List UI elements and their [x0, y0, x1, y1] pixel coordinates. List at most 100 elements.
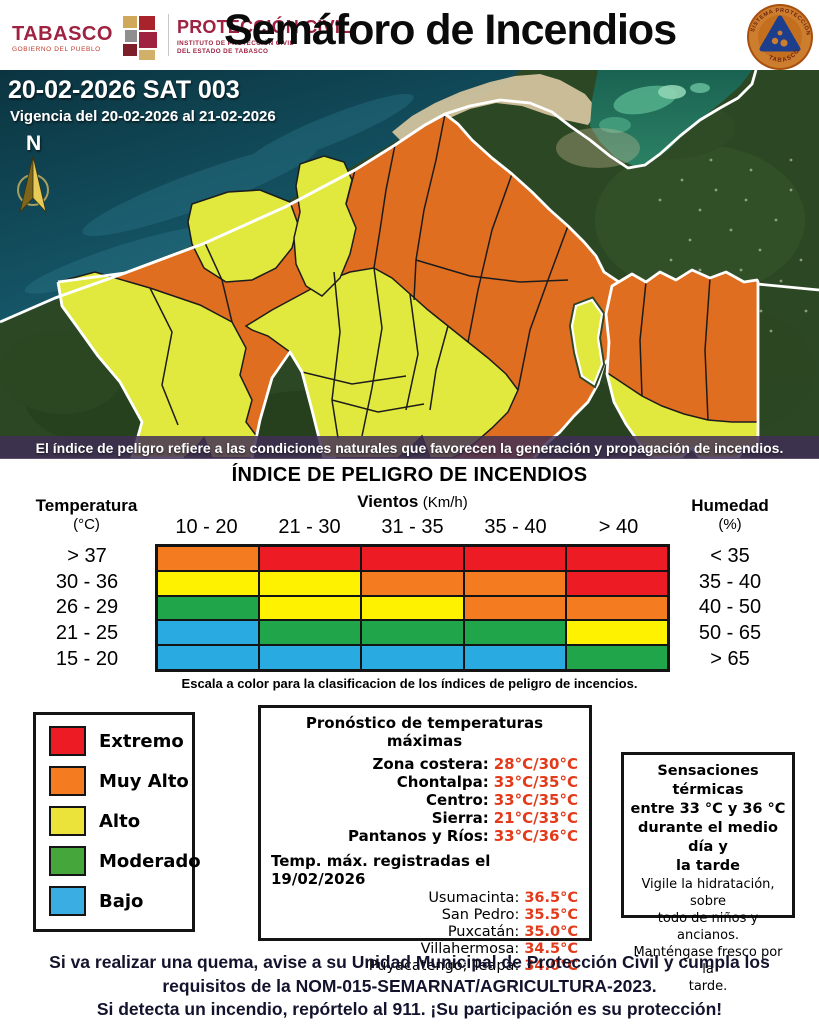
recorded-temps-title: Temp. máx. registradas el 19/02/2026 [271, 852, 491, 888]
recorded-temp-line: Villahermosa: 34.5°C [271, 941, 578, 958]
legend-item: Alto [49, 806, 192, 836]
fire-danger-map: N 20-02-2026 SAT 003 Vigencia del 20-02-… [0, 69, 819, 474]
matrix-cell [463, 620, 566, 646]
recorded-temp-value: 35.0°C [524, 924, 578, 940]
legend-label: Bajo [99, 890, 144, 912]
forecast-region-value: 33°C/35°C [493, 773, 578, 791]
thermal-normal-line: todo de niños y ancianos. [657, 911, 759, 943]
matrix-cell [157, 595, 260, 621]
danger-matrix [155, 544, 670, 672]
recorded-temp-line: San Pedro: 35.5°C [271, 907, 578, 924]
recorded-temp-value: 35.5°C [524, 907, 578, 923]
page-title: Semáforo de Incendios [224, 6, 677, 54]
region-alto-strip [570, 298, 604, 386]
wind-range-label: 31 - 35 [381, 515, 444, 538]
thermal-sensation-box: Sensaciones térmicas entre 33 °C y 36 °C d… [621, 752, 795, 994]
legend-swatch [49, 766, 86, 796]
recorded-temp-line: Usumacinta: 36.5°C [271, 890, 578, 907]
forecast-region-value: 33°C/36°C [493, 827, 578, 845]
thermal-bold-line: Sensaciones térmicas [657, 763, 759, 798]
header-bar: TABASCO GOBIERNO DEL PUEBLO PROTECCIÓN C… [0, 0, 819, 70]
forecast-regions: Zona costera: 28°C/30°C Chontalpa: 33°C/35°… [271, 755, 578, 845]
matrix-cell [361, 645, 464, 670]
temperature-range-label: 30 - 36 [55, 570, 119, 593]
temperature-range-labels: > 37 30 - 36 26 - 29 21 - 25 15 - 20 [22, 544, 152, 672]
recorded-temp-label: Puyacatengo; Teapa: [368, 958, 520, 974]
temperature-range-label: 26 - 29 [55, 596, 119, 619]
recorded-temp-line: Puxcatán: 35.0°C [271, 924, 578, 941]
agency-line1: INSTITUTO DE PROTECCIÓN CIVIL [177, 40, 294, 47]
humidity-range-label: > 65 [710, 647, 750, 670]
thermal-normal-line: tarde. [688, 979, 728, 994]
tabasco-gov-logo: TABASCO GOBIERNO DEL PUEBLO [12, 14, 159, 62]
wind-range-label: 35 - 40 [484, 515, 547, 538]
wind-header: Vientos (Km/h) [357, 492, 468, 511]
temperature-header: Temperatura (°C) [35, 496, 138, 533]
wind-range-label: 21 - 30 [278, 515, 341, 538]
thermal-normal-line: Vigile la hidratación, sobre [641, 877, 775, 909]
matrix-cell [157, 620, 260, 646]
temperature-range-label: > 37 [67, 545, 107, 568]
humidity-range-label: 35 - 40 [698, 570, 762, 593]
forecast-region-line: Sierra: 21°C/33°C [271, 809, 578, 827]
danger-legend: Extremo Muy Alto Alto Moderado Bajo [33, 712, 201, 932]
gov-name: TABASCO [12, 22, 113, 45]
scale-caption: Escala a color para la clasificacion de … [181, 676, 638, 691]
forecast-region-label: Chontalpa: [396, 773, 489, 791]
humidity-range-label: < 35 [710, 545, 750, 568]
footer-line: Si detecta un incendio, repórtelo al 911… [96, 999, 723, 1019]
satellite-map: N 20-02-2026 SAT 003 Vigencia del 20-02-… [0, 69, 819, 474]
humidity-range-label: 50 - 65 [698, 622, 762, 645]
matrix-cell [463, 645, 566, 670]
wind-range-label: 10 - 20 [175, 515, 238, 538]
agency-line2: DEL ESTADO DE TABASCO [177, 47, 269, 55]
matrix-cell [565, 645, 668, 670]
svg-text:N: N [26, 132, 41, 155]
matrix-cell [565, 620, 668, 646]
matrix-cell [565, 570, 668, 596]
forecast-region-value: 33°C/35°C [493, 791, 578, 809]
forecast-region-line: Centro: 33°C/35°C [271, 791, 578, 809]
forecast-region-label: Sierra: [431, 809, 489, 827]
legend-item: Moderado [49, 846, 201, 876]
recorded-temps-list: Usumacinta: 36.5°C San Pedro: 35.5°C Puxcatá… [271, 890, 578, 975]
temperature-range-label: 15 - 20 [55, 647, 119, 670]
forecast-region-label: Pantanos y Ríos: [348, 827, 489, 845]
recorded-temp-label: Usumacinta: [428, 890, 520, 906]
legend-swatch [49, 806, 86, 836]
legend-label: Extremo [99, 730, 184, 752]
wind-range-label: > 40 [598, 515, 639, 538]
header-divider [168, 14, 169, 56]
matrix-cell [361, 595, 464, 621]
forecast-region-label: Zona costera: [372, 755, 489, 773]
tabasco-emblem-icon [122, 16, 157, 60]
matrix-cell [259, 620, 362, 646]
humidity-header: Humedad (%) [691, 496, 769, 533]
civil-protection-seal-icon: SISTEMA PROTECCIÓN CIVIL TABASCO [744, 2, 813, 70]
forecast-region-line: Chontalpa: 33°C/35°C [271, 773, 578, 791]
matrix-cell [259, 645, 362, 670]
recorded-temp-line: Puyacatengo; Teapa: 34.0°C [271, 958, 578, 975]
matrix-cell [259, 546, 362, 571]
footer-line: requisitos de la NOM-015-SEMARNAT/AGRICU… [162, 975, 657, 996]
legend-swatch [49, 886, 86, 916]
matrix-cell [259, 595, 362, 621]
matrix-cell [157, 645, 260, 670]
thermal-bold-line: entre 33 °C y 36 °C [630, 801, 786, 817]
legend-label: Alto [99, 810, 141, 832]
gov-subtitle: GOBIERNO DEL PUEBLO [12, 45, 101, 53]
legend-label: Muy Alto [99, 770, 189, 792]
matrix-cell [361, 546, 464, 571]
footer-advisory: Si va realizar una quema, avise a su Uni… [0, 951, 819, 1022]
forecast-box: Pronóstico de temperaturas máximas Zona … [258, 705, 592, 974]
recorded-temp-label: San Pedro: [441, 907, 520, 923]
matrix-cell [463, 595, 566, 621]
matrix-cell [361, 570, 464, 596]
forecast-region-line: Pantanos y Ríos: 33°C/36°C [271, 827, 578, 845]
recorded-temp-value: 34.5°C [524, 941, 578, 957]
proteccion-civil-logo: PROTECCIÓN CIVIL INSTITUTO DE PROTECCIÓN… [177, 18, 351, 55]
thermal-normal-line: Manténgase fresco por la [633, 945, 783, 977]
matrix-cell [463, 570, 566, 596]
legend-item: Bajo [49, 886, 192, 916]
